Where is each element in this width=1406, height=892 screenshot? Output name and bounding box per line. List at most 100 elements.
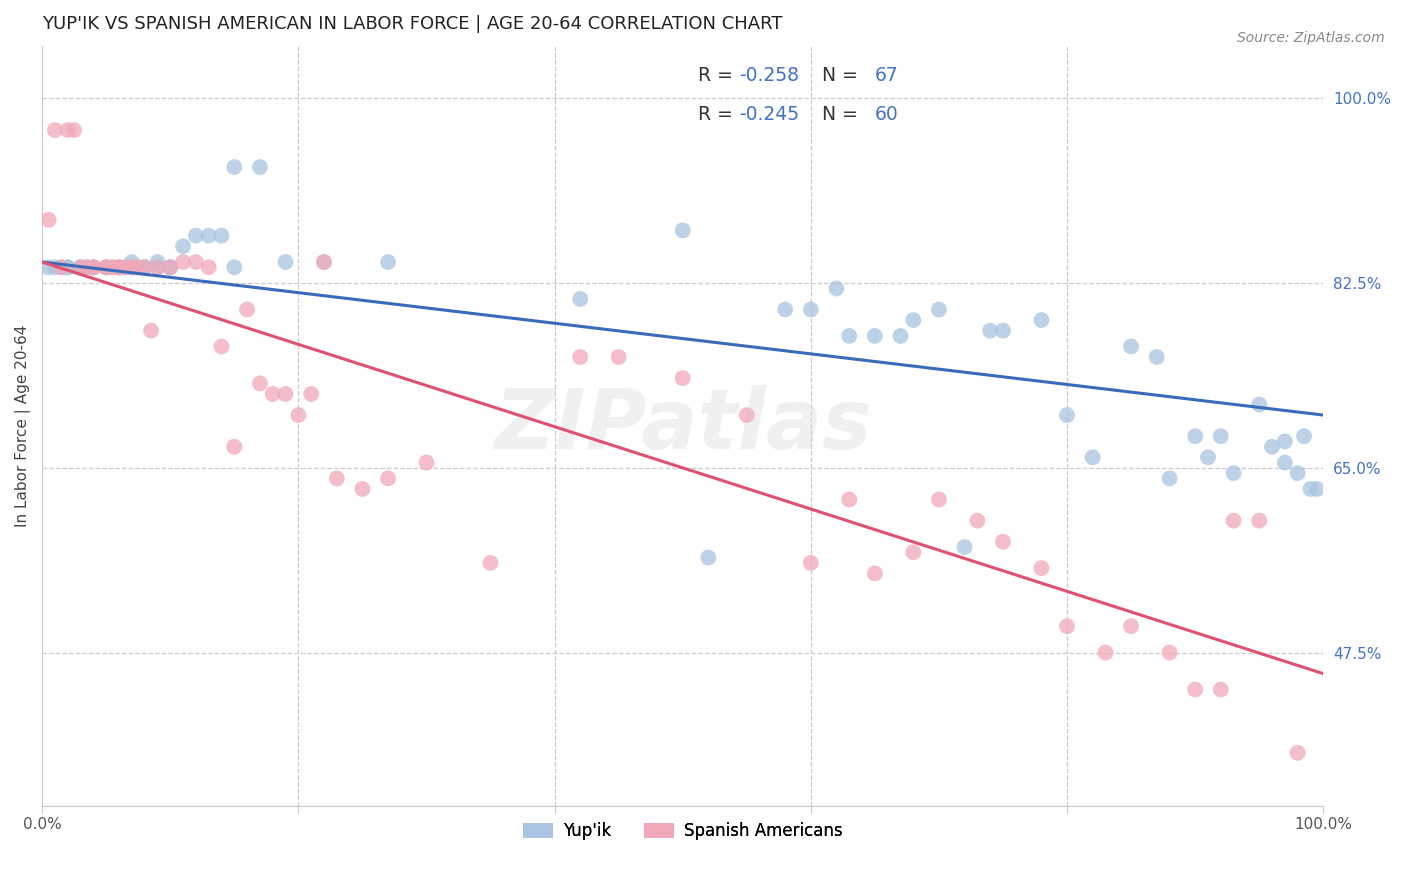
Point — [172, 239, 194, 253]
Point — [134, 260, 156, 275]
Point — [672, 223, 695, 237]
Point — [82, 260, 104, 275]
Point — [1031, 313, 1053, 327]
Point — [979, 324, 1001, 338]
Point — [1056, 619, 1078, 633]
Point — [1306, 482, 1329, 496]
Point — [1119, 339, 1142, 353]
Point — [211, 339, 233, 353]
Point — [1209, 682, 1232, 697]
Point — [82, 260, 104, 275]
Point — [1261, 440, 1284, 454]
Point — [44, 260, 66, 275]
Point — [274, 387, 297, 401]
Point — [312, 255, 335, 269]
Point — [121, 260, 143, 275]
Point — [287, 408, 309, 422]
Text: Source: ZipAtlas.com: Source: ZipAtlas.com — [1237, 31, 1385, 45]
Point — [44, 123, 66, 137]
Point — [838, 492, 860, 507]
Point — [928, 302, 950, 317]
Point — [96, 260, 118, 275]
Point — [139, 324, 162, 338]
Point — [184, 255, 207, 269]
Point — [773, 302, 796, 317]
Point — [377, 471, 399, 485]
Point — [825, 281, 848, 295]
Point — [1056, 408, 1078, 422]
Point — [249, 376, 271, 391]
Point — [121, 260, 143, 275]
Point — [1249, 514, 1271, 528]
Point — [224, 440, 246, 454]
Text: -0.245: -0.245 — [740, 105, 799, 124]
Point — [1159, 646, 1181, 660]
Legend: Yup'ik, Spanish Americans: Yup'ik, Spanish Americans — [516, 815, 849, 847]
Point — [326, 471, 349, 485]
Point — [1031, 561, 1053, 575]
Point — [96, 260, 118, 275]
Point — [63, 123, 86, 137]
Point — [76, 260, 98, 275]
Text: N =: N = — [810, 105, 863, 124]
Text: N =: N = — [810, 66, 863, 85]
Point — [1094, 646, 1116, 660]
Point — [299, 387, 322, 401]
Point — [1184, 682, 1206, 697]
Point — [1222, 514, 1244, 528]
Point — [569, 350, 592, 364]
Point — [991, 534, 1014, 549]
Point — [274, 255, 297, 269]
Point — [127, 260, 149, 275]
Point — [76, 260, 98, 275]
Point — [889, 329, 911, 343]
Point — [134, 260, 156, 275]
Point — [197, 260, 219, 275]
Text: R =: R = — [697, 66, 740, 85]
Point — [991, 324, 1014, 338]
Point — [903, 545, 925, 559]
Text: -0.258: -0.258 — [740, 66, 799, 85]
Point — [800, 302, 823, 317]
Point — [953, 540, 976, 554]
Point — [1159, 471, 1181, 485]
Point — [966, 514, 988, 528]
Point — [672, 371, 695, 385]
Point — [1286, 466, 1309, 480]
Point — [56, 260, 79, 275]
Point — [38, 260, 60, 275]
Point — [903, 313, 925, 327]
Point — [101, 260, 124, 275]
Point — [51, 260, 73, 275]
Point — [211, 228, 233, 243]
Point — [377, 255, 399, 269]
Point — [1146, 350, 1168, 364]
Point — [146, 255, 169, 269]
Point — [108, 260, 131, 275]
Point — [479, 556, 502, 570]
Point — [108, 260, 131, 275]
Text: ZIPatlas: ZIPatlas — [494, 385, 872, 467]
Point — [121, 260, 143, 275]
Point — [236, 302, 259, 317]
Point — [159, 260, 181, 275]
Point — [127, 260, 149, 275]
Point — [863, 329, 886, 343]
Point — [1249, 397, 1271, 411]
Point — [735, 408, 758, 422]
Point — [96, 260, 118, 275]
Point — [82, 260, 104, 275]
Point — [114, 260, 136, 275]
Point — [224, 260, 246, 275]
Point — [197, 228, 219, 243]
Point — [224, 160, 246, 174]
Point — [262, 387, 284, 401]
Point — [1292, 429, 1315, 443]
Point — [1197, 450, 1219, 465]
Point — [1119, 619, 1142, 633]
Point — [172, 255, 194, 269]
Point — [1081, 450, 1104, 465]
Point — [69, 260, 91, 275]
Point — [607, 350, 630, 364]
Point — [184, 228, 207, 243]
